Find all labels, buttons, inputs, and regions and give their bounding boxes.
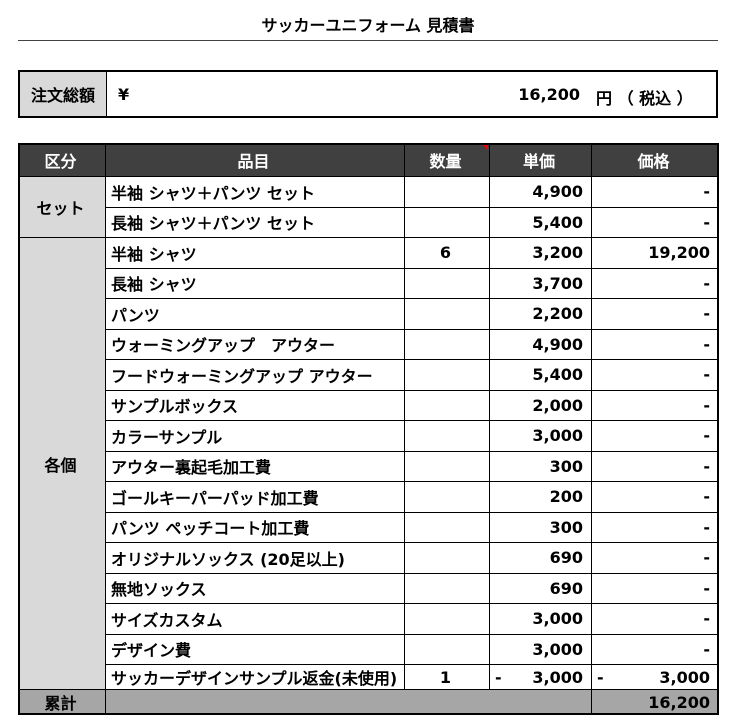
price: - [591,481,719,513]
item-name: アウター裏起毛加工費 [105,450,405,482]
price: - [591,572,719,604]
price: - [591,206,719,238]
item-name: カラーサンプル [105,420,405,452]
unit-price: 5,400 [489,206,592,238]
quantity [404,603,490,635]
price: - [591,450,719,482]
item-name: ウォーミングアップ アウター [105,328,405,360]
unit-price: 5,400 [489,359,592,391]
quantity [404,481,490,513]
unit-price: 2,000 [489,389,592,421]
summary-label: 注文総額 [20,72,107,116]
total-fill [105,689,592,715]
column-header: 価格 [591,143,719,177]
total-price: 16,200 [591,689,719,715]
column-header: 数量 [404,143,490,177]
quantity [404,359,490,391]
column-header: 単価 [489,143,592,177]
value: 3,000 [659,667,710,687]
unit-price: 3,000 [489,420,592,452]
unit-price: 3,000 [489,633,592,665]
item-name: デザイン費 [105,633,405,665]
quantity [404,328,490,360]
price: - 3,000 [591,664,719,690]
quantity [404,298,490,330]
item-name: 半袖 シャツ [105,237,405,269]
quantity [404,206,490,238]
price: - [591,328,719,360]
amount: 16,200 [518,85,580,104]
quantity: 6 [404,237,490,269]
item-name: サイズカスタム [105,603,405,635]
value: 3,000 [532,667,583,687]
item-name: フードウォーミングアップ アウター [105,359,405,391]
price: - [591,389,719,421]
price: - [591,603,719,635]
unit-price: 3,700 [489,267,592,299]
price: - [591,267,719,299]
item-name: サッカーデザインサンプル返金(未使用) [105,664,405,690]
price: - [591,359,719,391]
item-name: オリジナルソックス (20足以上) [105,542,405,574]
quantity [404,389,490,421]
quantity: 1 [404,664,490,690]
quantity [404,633,490,665]
column-header: 品目 [105,143,405,177]
comment-marker [482,144,488,150]
price: - [591,542,719,574]
price: - [591,420,719,452]
item-name: パンツ [105,298,405,330]
title-rule [18,40,718,41]
unit-price: 690 [489,572,592,604]
currency: ¥ [118,85,130,104]
unit-price: 690 [489,542,592,574]
quantity [404,572,490,604]
price: - [591,298,719,330]
unit-price: 300 [489,450,592,482]
unit-price: 4,900 [489,176,592,208]
item-name: 半袖 シャツ＋パンツ セット [105,176,405,208]
title: サッカーユニフォーム 見積書 [261,16,475,35]
group-name: セット [18,176,106,238]
price: - [591,176,719,208]
total-label: 累計 [18,689,106,715]
unit-price: 200 [489,481,592,513]
unit-price: 2,200 [489,298,592,330]
price: - [591,633,719,665]
sign: - [597,667,604,687]
quantity [404,542,490,574]
unit-price: 300 [489,511,592,543]
item-name: サンプルボックス [105,389,405,421]
summary-box: 注文総額 ¥ 16,200 円 （ 税込 ） [18,70,718,118]
item-name: ゴールキーパーパッド加工費 [105,481,405,513]
quantity [404,420,490,452]
group-name: 各個 [18,237,106,690]
item-name: 無地ソックス [105,572,405,604]
item-name: パンツ ペッチコート加工費 [105,511,405,543]
quantity [404,267,490,299]
item-name: 長袖 シャツ＋パンツ セット [105,206,405,238]
price: 19,200 [591,237,719,269]
unit-price: 3,200 [489,237,592,269]
unit-price: - 3,000 [489,664,592,690]
price: - [591,511,719,543]
column-header: 区分 [18,143,106,177]
quantity [404,176,490,208]
quantity [404,450,490,482]
quantity [404,511,490,543]
amount-unit: 円 （ 税込 ） [596,89,693,108]
item-name: 長袖 シャツ [105,267,405,299]
sign: - [495,667,502,687]
unit-price: 4,900 [489,328,592,360]
unit-price: 3,000 [489,603,592,635]
